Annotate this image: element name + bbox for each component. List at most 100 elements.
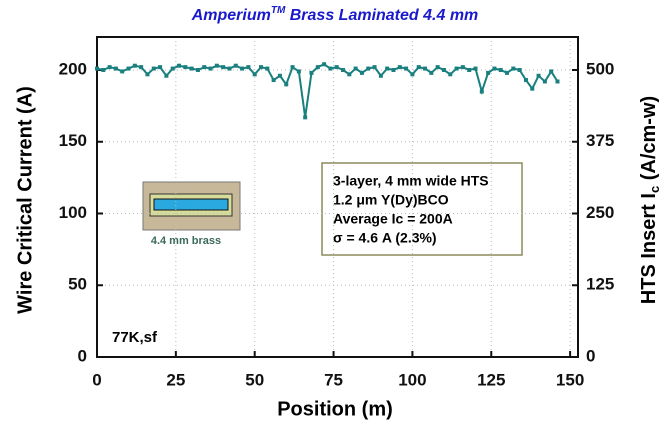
data-point — [101, 68, 106, 73]
y2-tick-label: 0 — [586, 346, 595, 365]
data-point — [549, 69, 554, 74]
data-point — [435, 65, 440, 70]
data-point — [145, 72, 150, 77]
data-point — [259, 65, 264, 70]
data-point — [265, 66, 270, 71]
data-point — [126, 66, 131, 71]
y2-axis-label: HTS Insert Ic (A/cm-w) — [638, 96, 662, 304]
data-point — [353, 66, 358, 71]
data-point — [214, 63, 219, 68]
annotation-line: Average Ic = 200A — [333, 211, 453, 227]
x-tick-label: 75 — [324, 370, 343, 389]
data-point — [252, 72, 257, 77]
y2-tick-label: 500 — [586, 59, 614, 78]
data-point — [448, 72, 453, 77]
data-point — [511, 66, 516, 71]
x-tick-label: 0 — [92, 370, 101, 389]
annotation-line: 1.2 μm Y(Dy)BCO — [333, 192, 449, 208]
annotation-box — [321, 162, 523, 256]
data-point — [391, 68, 396, 73]
data-point — [277, 73, 282, 78]
data-point — [290, 65, 295, 70]
data-point — [385, 66, 390, 71]
data-point — [233, 63, 238, 68]
data-point — [517, 68, 522, 73]
data-point — [429, 70, 434, 75]
data-point — [139, 65, 144, 70]
data-point — [183, 65, 188, 70]
data-point — [423, 66, 428, 71]
data-point — [303, 115, 308, 120]
data-point — [240, 66, 245, 71]
data-point — [542, 79, 547, 84]
inset-diagram: 4.4 mm brass — [142, 181, 241, 247]
data-point — [536, 73, 541, 78]
x-axis-label: Position (m) — [277, 398, 393, 420]
data-point — [328, 66, 333, 71]
data-point — [189, 66, 194, 71]
data-point — [158, 65, 163, 70]
data-point — [208, 66, 213, 71]
y-axis-label: Wire Critical Current (A) — [14, 86, 36, 314]
data-point — [164, 73, 169, 78]
data-point — [473, 66, 478, 71]
data-point — [202, 65, 207, 70]
data-point — [296, 69, 301, 74]
data-point — [441, 68, 446, 73]
data-point — [284, 82, 289, 87]
y2-label-sub: c — [647, 186, 662, 193]
title-rest: Brass Laminated 4.4 mm — [285, 7, 478, 24]
title-main: Amperium — [191, 7, 271, 24]
data-point — [221, 65, 226, 70]
data-point — [523, 78, 528, 83]
data-point — [271, 78, 276, 83]
y-tick-label: 100 — [59, 203, 87, 222]
chart-title: AmperiumTM Brass Laminated 4.4 mm — [191, 5, 479, 25]
data-point — [177, 63, 182, 68]
y-tick-label: 150 — [59, 131, 87, 150]
condition-label: 77K,sf — [112, 329, 158, 346]
data-point — [397, 65, 402, 70]
data-point — [530, 86, 535, 91]
data-point — [195, 68, 200, 73]
x-tick-label: 125 — [477, 370, 505, 389]
data-point — [334, 65, 339, 70]
annotation-line: σ = 4.6 A (2.3%) — [333, 230, 437, 246]
x-tick-label: 150 — [556, 370, 584, 389]
data-point — [372, 65, 377, 70]
data-point — [120, 69, 125, 74]
data-point — [322, 62, 327, 67]
data-point — [416, 65, 421, 70]
data-point — [170, 66, 175, 71]
x-tick-label: 100 — [398, 370, 426, 389]
data-point — [227, 66, 232, 71]
data-point — [467, 68, 472, 73]
y-tick-label: 50 — [68, 275, 87, 294]
inset-label: 4.4 mm brass — [151, 235, 221, 247]
data-point — [315, 65, 320, 70]
data-point — [486, 70, 491, 75]
data-point — [492, 66, 497, 71]
data-point — [460, 65, 465, 70]
data-point — [113, 66, 118, 71]
data-point — [555, 79, 560, 84]
data-point — [151, 66, 156, 71]
data-point — [505, 70, 510, 75]
data-point — [107, 65, 112, 70]
data-point — [378, 73, 383, 78]
data-point — [359, 70, 364, 75]
inset-hts — [153, 198, 229, 211]
y-tick-label: 200 — [59, 59, 87, 78]
data-point — [341, 68, 346, 73]
data-point — [132, 63, 137, 68]
data-point — [454, 66, 459, 71]
y2-label-main: HTS Insert I — [638, 193, 660, 304]
data-point — [498, 68, 503, 73]
y2-tick-label: 250 — [586, 203, 614, 222]
x-tick-label: 50 — [245, 370, 264, 389]
data-point — [410, 72, 415, 77]
data-point — [95, 66, 99, 71]
data-point — [404, 66, 409, 71]
data-point — [347, 72, 352, 77]
plot-frame — [96, 36, 579, 358]
